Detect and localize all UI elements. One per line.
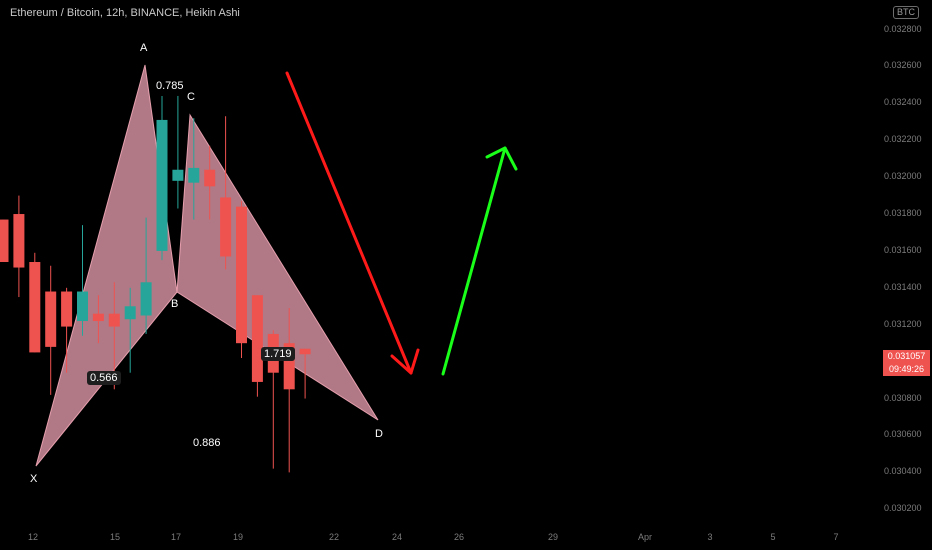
time-tick-label: 3 [707,532,713,542]
price-tick-label: 0.030600 [884,429,922,440]
up-arrow[interactable] [441,146,518,376]
time-tick-label: Apr [637,532,653,542]
current-price-tag: 0.031057 09:49:26 [883,350,930,376]
candle[interactable] [188,167,200,183]
price-tick-label: 0.032200 [884,134,922,145]
price-tick-label: 0.032800 [884,23,922,34]
price-tick-label: 0.030400 [884,466,922,477]
countdown-timer: 09:49:26 [888,364,925,374]
candle[interactable] [124,306,136,320]
ratio-xb-label: 0.566 [87,371,121,385]
ratio-xd-label: 0.886 [193,437,221,449]
price-tick-label: 0.030800 [884,392,922,403]
time-tick-label: 5 [770,532,776,542]
point-b-label: B [171,298,179,310]
candle[interactable] [108,313,120,327]
price-tick-label: 0.032000 [884,171,922,182]
price-tick-label: 0.031400 [884,281,922,292]
candle[interactable] [61,291,73,327]
time-tick-label: 12 [27,532,39,542]
candle[interactable] [172,169,184,181]
price-axis[interactable]: 0.032800 0.032600 0.032400 0.032200 0.032000… [878,0,932,550]
ratio-bd-label: 1.719 [261,347,295,361]
candle[interactable] [0,219,9,262]
candle[interactable] [92,313,104,322]
candle[interactable] [204,169,216,187]
point-d-label: D [375,428,383,440]
candlestick-chart[interactable] [0,0,878,524]
chart-title: Ethereum / Bitcoin, 12h, BINANCE, Heikin… [10,7,240,19]
candle[interactable] [251,295,263,382]
time-axis[interactable]: 12 15 17 19 22 24 26 29 Apr 3 5 7 [0,524,878,550]
down-arrow[interactable] [285,71,420,375]
point-a-label: A [140,42,148,54]
time-tick-label: 19 [232,532,244,542]
price-tick-label: 0.030200 [884,503,922,514]
point-x-label: X [30,473,38,485]
candle[interactable] [236,206,247,344]
candle[interactable] [140,282,152,316]
price-tick-label: 0.032400 [884,97,922,108]
point-c-label: C [187,91,195,103]
candle[interactable] [13,214,25,268]
candle[interactable] [77,291,88,322]
price-tick-label: 0.032600 [884,60,922,71]
price-tick-label: 0.031600 [884,244,922,255]
chart-area[interactable]: Ethereum / Bitcoin, 12h, BINANCE, Heikin… [0,0,878,524]
ratio-ac-label: 0.785 [156,80,184,92]
harmonic-pattern-fill[interactable] [35,64,379,467]
time-tick-label: 24 [391,532,403,542]
candle[interactable] [45,291,57,347]
time-tick-label: 22 [328,532,340,542]
candle[interactable] [299,348,311,355]
candle[interactable] [156,119,168,251]
time-tick-label: 17 [170,532,182,542]
candle[interactable] [220,197,232,257]
price-tick-label: 0.031200 [884,318,922,329]
time-tick-label: 15 [109,532,121,542]
time-tick-label: 7 [833,532,839,542]
currency-badge[interactable]: BTC [893,6,919,19]
candle[interactable] [283,343,295,390]
candle[interactable] [29,262,41,353]
time-tick-label: 26 [453,532,465,542]
price-tick-label: 0.031800 [884,208,922,219]
current-price-value: 0.031057 [887,351,926,361]
time-tick-label: 29 [547,532,559,542]
